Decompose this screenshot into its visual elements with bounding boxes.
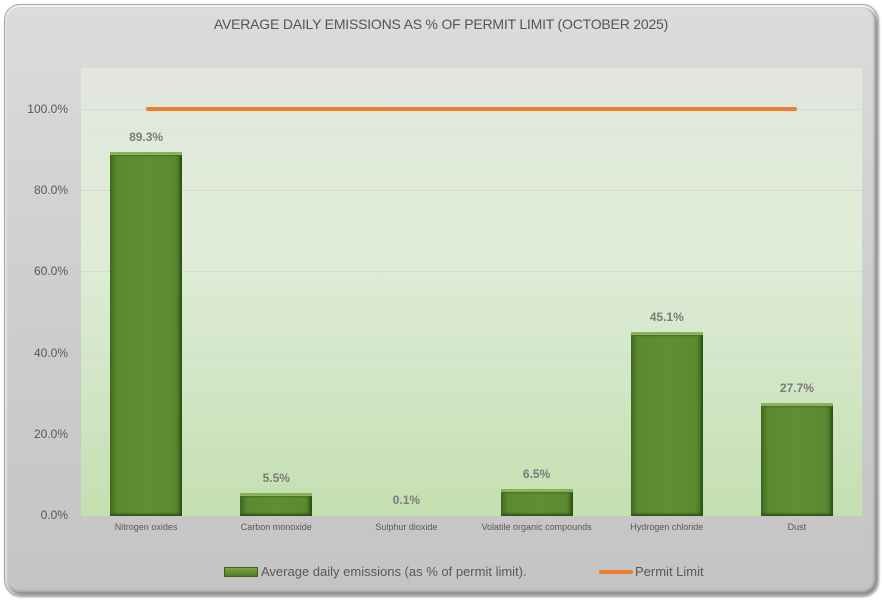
bar <box>110 152 183 516</box>
bar <box>630 331 703 516</box>
line-swatch-icon <box>599 569 633 574</box>
legend-label-permit-limit: Permit Limit <box>635 564 704 579</box>
y-tick-label: 40.0% <box>33 345 68 360</box>
permit-limit-line <box>146 107 797 111</box>
gridline <box>81 433 862 435</box>
x-tick-label: Volatile organic compounds <box>481 522 592 532</box>
legend-item-permit-limit: Permit Limit <box>599 564 704 579</box>
legend: Average daily emissions (as % of permit … <box>0 564 882 584</box>
data-label: 89.3% <box>129 130 164 145</box>
data-label: 27.7% <box>779 380 814 395</box>
bar-swatch-icon <box>224 566 258 577</box>
y-tick-label: 0.0% <box>40 508 68 522</box>
gridline <box>81 352 862 354</box>
data-label: 0.1% <box>392 492 421 507</box>
data-label: 5.5% <box>262 470 290 485</box>
chart-title: AVERAGE DAILY EMISSIONS AS % OF PERMIT L… <box>213 16 669 32</box>
data-label: 6.5% <box>522 466 551 481</box>
x-tick-label: Sulphur dioxide <box>375 522 438 532</box>
plot-area <box>81 68 862 516</box>
bar <box>500 488 573 516</box>
y-tick-label: 80.0% <box>33 183 68 198</box>
legend-label-emissions: Average daily emissions (as % of permit … <box>261 564 527 579</box>
bar <box>240 492 313 516</box>
x-tick-label: Hydrogen chloride <box>630 522 704 532</box>
x-tick-label: Dust <box>787 522 807 532</box>
legend-item-emissions: Average daily emissions (as % of permit … <box>224 564 527 579</box>
gridline <box>81 271 862 273</box>
data-label: 45.1% <box>649 309 684 324</box>
y-tick-label: 60.0% <box>33 264 68 279</box>
gridline <box>81 190 862 192</box>
y-tick-label: 20.0% <box>33 426 68 441</box>
bar <box>760 402 833 516</box>
x-tick-label: Carbon monoxide <box>240 522 312 532</box>
y-tick-label: 100.0% <box>27 102 68 116</box>
x-tick-label: Nitrogen oxides <box>114 522 178 532</box>
